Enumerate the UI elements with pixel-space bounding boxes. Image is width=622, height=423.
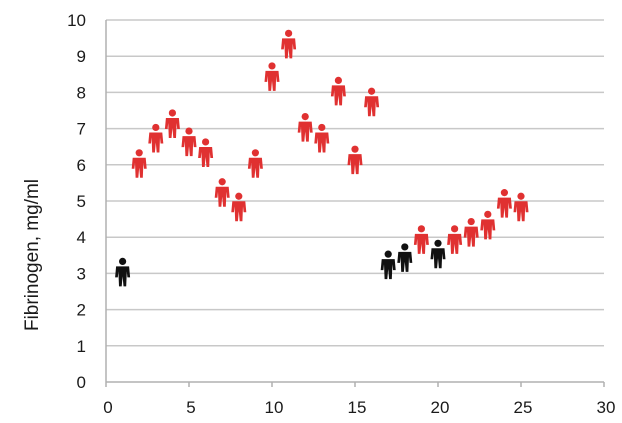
axis-layer <box>105 20 605 387</box>
y-tick-labels: 0 1 2 3 4 5 6 7 8 9 10 <box>67 11 86 392</box>
data-point-person-icon <box>314 123 330 153</box>
y-tick-label: 8 <box>77 83 86 102</box>
data-point-person-icon <box>513 192 529 222</box>
x-tick-label: 25 <box>514 398 533 417</box>
y-tick-label: 5 <box>77 192 86 211</box>
data-point-person-icon <box>496 189 512 218</box>
y-tick-label: 3 <box>77 264 86 283</box>
data-point-person-icon <box>148 123 164 153</box>
data-point-person-icon <box>463 217 479 247</box>
data-point-person-icon <box>198 138 214 167</box>
data-point-person-icon <box>214 178 230 207</box>
data-point-person-icon <box>413 225 429 254</box>
y-axis-title: Fibrinogen, mg/ml <box>22 179 43 331</box>
data-point-person-icon <box>281 29 297 59</box>
x-tick-label: 15 <box>348 398 367 417</box>
data-point-person-icon <box>364 87 380 117</box>
y-tick-label: 2 <box>77 301 86 320</box>
y-tick-label: 4 <box>77 228 86 247</box>
data-point-person-icon <box>430 239 446 269</box>
data-point-person-icon <box>231 192 247 222</box>
grid-layer <box>106 19 604 347</box>
y-tick-label: 0 <box>77 373 86 392</box>
data-point-person-icon <box>247 149 263 178</box>
x-tick-labels: 0 5 10 15 20 25 30 <box>103 398 615 417</box>
data-point-person-icon <box>480 210 496 240</box>
x-tick-label: 10 <box>265 398 284 417</box>
x-tick-label: 5 <box>186 398 195 417</box>
data-point-person-icon <box>347 145 363 175</box>
y-tick-label: 10 <box>67 11 86 30</box>
data-point-person-icon <box>397 243 413 272</box>
y-tick-label: 7 <box>77 120 86 139</box>
data-point-person-icon <box>164 109 180 138</box>
y-tick-label: 9 <box>77 47 86 66</box>
data-point-person-icon <box>264 62 280 91</box>
data-point-person-icon <box>181 127 197 157</box>
data-point-person-icon <box>297 113 313 142</box>
data-point-person-icon <box>330 76 346 106</box>
y-tick-label: 6 <box>77 156 86 175</box>
data-points <box>115 29 529 287</box>
data-point-person-icon <box>447 225 463 254</box>
data-point-person-icon <box>380 250 396 280</box>
x-tick-label: 30 <box>597 398 616 417</box>
data-point-person-icon <box>131 149 147 178</box>
x-tick-label: 20 <box>431 398 450 417</box>
data-point-person-icon <box>115 257 131 287</box>
x-tick-label: 0 <box>103 398 112 417</box>
y-tick-label: 1 <box>77 337 86 356</box>
